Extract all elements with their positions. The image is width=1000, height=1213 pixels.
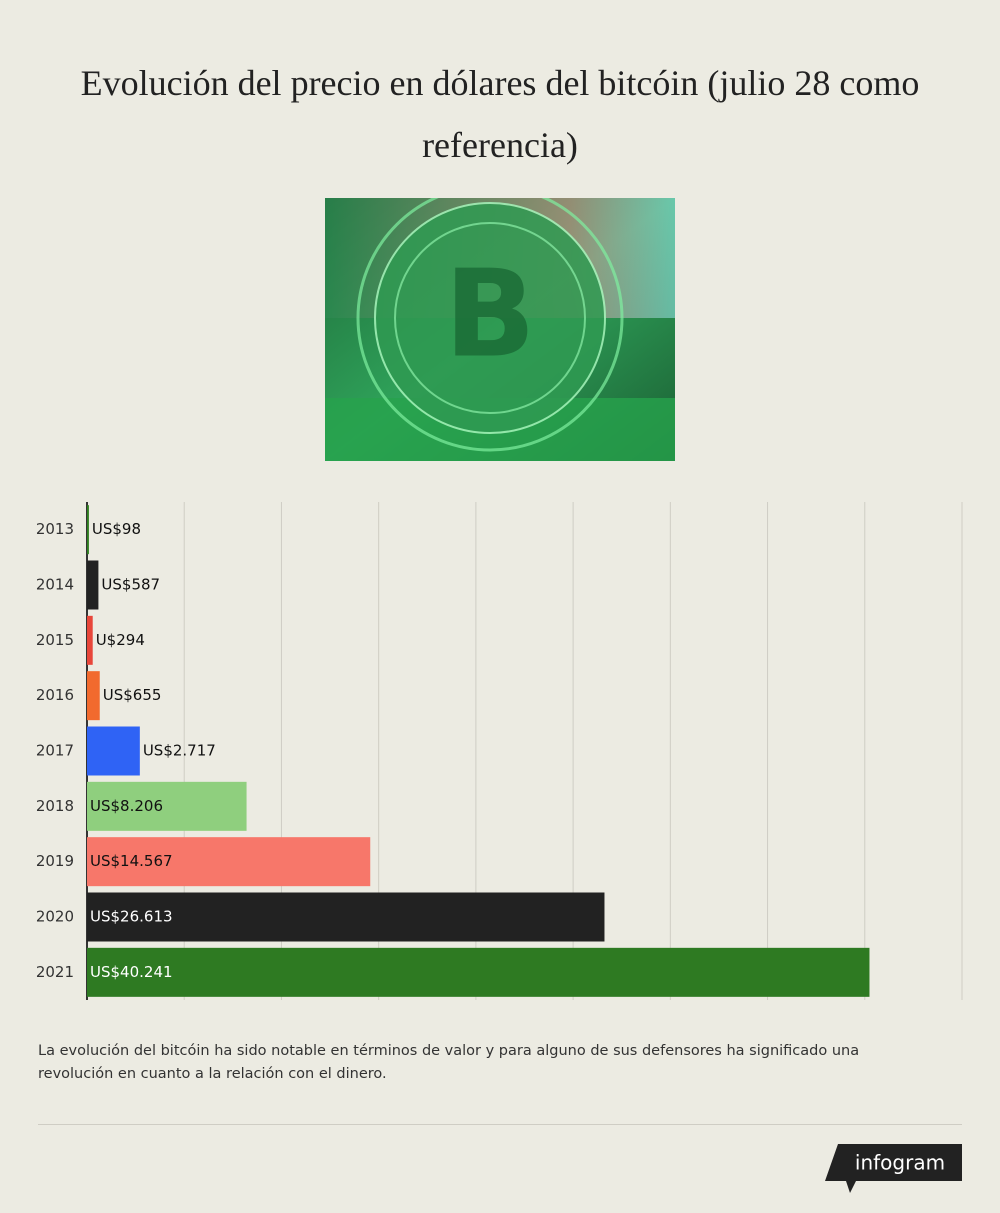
separator — [38, 1124, 962, 1125]
svg-text:B: B — [444, 246, 535, 385]
bar — [87, 892, 605, 942]
bar — [87, 560, 99, 610]
value-label: US$26.613 — [90, 908, 173, 926]
bar — [87, 947, 870, 997]
y-tick-label: 2016 — [36, 686, 74, 704]
bitcoin-photo: B — [325, 198, 675, 461]
logo-text: infogram — [855, 1151, 945, 1175]
bar — [87, 837, 371, 887]
y-tick-label: 2013 — [36, 520, 74, 538]
value-label: US$8.206 — [90, 797, 163, 815]
chart-title: Evolución del precio en dólares del bitc… — [80, 63, 920, 165]
value-label: US$98 — [92, 520, 141, 538]
y-tick-label: 2014 — [36, 576, 74, 594]
y-tick-label: 2018 — [36, 797, 74, 815]
y-tick-label: 2017 — [36, 742, 74, 760]
value-label: US$655 — [103, 686, 162, 704]
value-label: US$40.241 — [90, 963, 173, 981]
y-tick-label: 2020 — [36, 908, 74, 926]
bar — [87, 726, 140, 776]
bar — [87, 615, 93, 665]
footnote: La evolución del bitcóin ha sido notable… — [38, 1043, 860, 1082]
bar — [87, 671, 100, 721]
y-tick-label: 2015 — [36, 631, 74, 649]
chart: 2013 US$98 2014 US$587 2015 U$294 2016 US$655 20… — [36, 502, 963, 1000]
value-label: US$2.717 — [143, 742, 216, 760]
logo: infogram — [825, 1144, 962, 1193]
y-tick-label: 2021 — [36, 963, 74, 981]
value-label: US$587 — [101, 576, 160, 594]
bar — [87, 505, 89, 555]
value-label: US$14.567 — [90, 852, 173, 870]
value-label: U$294 — [96, 631, 145, 649]
bar — [87, 781, 247, 831]
y-tick-label: 2019 — [36, 852, 74, 870]
